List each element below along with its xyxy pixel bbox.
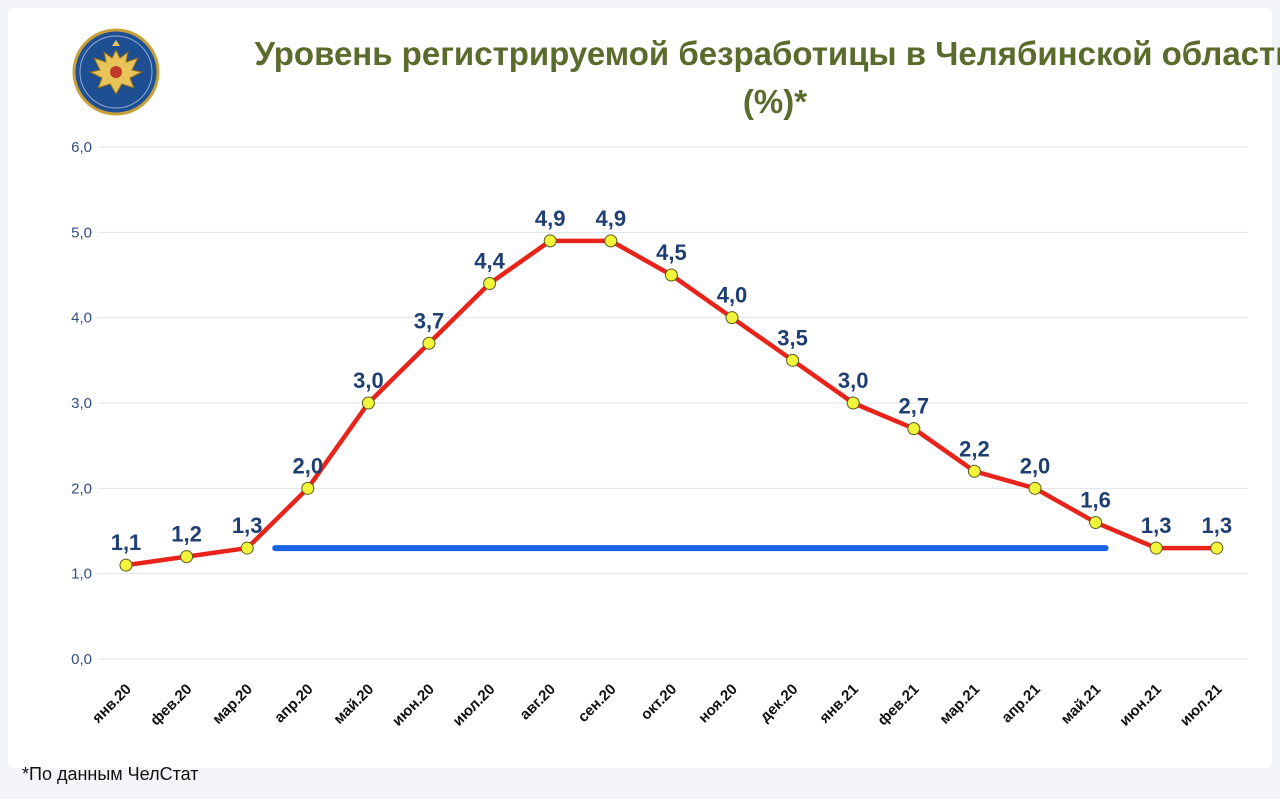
data-label: 4,0 bbox=[717, 283, 748, 308]
data-label: 1,1 bbox=[111, 530, 142, 555]
data-label: 4,9 bbox=[596, 206, 627, 231]
slide-background bbox=[8, 8, 1272, 768]
data-point bbox=[1149, 541, 1163, 555]
data-point bbox=[483, 277, 497, 291]
y-tick-label: 1,0 bbox=[71, 566, 92, 583]
data-point bbox=[1210, 541, 1224, 555]
y-tick-label: 3,0 bbox=[71, 395, 92, 412]
chart-title: Уровень регистрируемой безработицы в Чел… bbox=[254, 35, 1280, 120]
data-label: 4,4 bbox=[474, 249, 505, 274]
x-tick-label: фев.20 bbox=[147, 681, 195, 729]
data-point bbox=[664, 268, 678, 282]
y-tick-label: 0,0 bbox=[71, 651, 92, 668]
data-label: 3,7 bbox=[414, 308, 445, 333]
data-point bbox=[422, 336, 436, 350]
data-label: 3,5 bbox=[777, 325, 808, 350]
x-tick-label: апр.20 bbox=[271, 681, 317, 727]
x-tick-label: сен.20 bbox=[575, 681, 620, 726]
data-label: 2,0 bbox=[1020, 453, 1051, 478]
data-point bbox=[240, 541, 254, 555]
data-label: 2,2 bbox=[959, 436, 990, 461]
data-label: 3,0 bbox=[353, 368, 384, 393]
data-point bbox=[967, 464, 981, 478]
footnote: *По данным ЧелСтат bbox=[22, 764, 199, 784]
x-tick-label: окт.20 bbox=[637, 681, 680, 724]
data-point bbox=[361, 396, 375, 410]
data-label: 3,0 bbox=[838, 368, 869, 393]
data-point bbox=[846, 396, 860, 410]
x-tick-label: май.21 bbox=[1058, 681, 1105, 728]
data-label: 4,5 bbox=[656, 240, 687, 265]
x-tick-label: янв.21 bbox=[816, 681, 862, 727]
data-point bbox=[786, 353, 800, 367]
x-tick-label: фев.21 bbox=[874, 681, 922, 729]
data-point bbox=[1089, 515, 1103, 529]
y-tick-label: 4,0 bbox=[71, 310, 92, 327]
x-tick-label: июл.20 bbox=[450, 681, 499, 730]
data-label: 4,9 bbox=[535, 206, 566, 231]
data-label: 1,3 bbox=[1202, 513, 1233, 538]
y-tick-label: 5,0 bbox=[71, 224, 92, 241]
coat-of-arms-icon bbox=[72, 28, 160, 116]
y-tick-label: 2,0 bbox=[71, 480, 92, 497]
data-label: 2,7 bbox=[899, 394, 930, 419]
x-tick-label: мар.21 bbox=[936, 681, 983, 728]
x-tick-label: июл.21 bbox=[1177, 681, 1226, 730]
data-point bbox=[604, 234, 618, 248]
x-tick-label: май.20 bbox=[330, 681, 377, 728]
y-tick-label: 6,0 bbox=[71, 139, 92, 156]
data-label: 1,3 bbox=[1141, 513, 1172, 538]
x-tick-label: ноя.20 bbox=[695, 681, 741, 727]
data-point bbox=[119, 558, 133, 572]
data-label: 1,3 bbox=[232, 513, 263, 538]
x-tick-label: дек.20 bbox=[757, 681, 802, 726]
data-point bbox=[301, 481, 315, 495]
data-point bbox=[1028, 481, 1042, 495]
data-point bbox=[725, 311, 739, 325]
x-tick-label: авг.20 bbox=[516, 681, 559, 724]
data-label: 2,0 bbox=[293, 453, 324, 478]
data-label: 1,2 bbox=[171, 522, 202, 547]
x-tick-label: янв.20 bbox=[89, 681, 135, 727]
x-tick-label: мар.20 bbox=[209, 681, 256, 728]
data-label: 1,6 bbox=[1080, 487, 1111, 512]
data-point bbox=[180, 550, 194, 564]
data-point bbox=[907, 422, 921, 436]
data-point bbox=[543, 234, 557, 248]
x-tick-label: июн.21 bbox=[1116, 681, 1165, 730]
x-tick-label: апр.21 bbox=[998, 681, 1044, 727]
x-tick-label: июн.20 bbox=[389, 681, 438, 730]
